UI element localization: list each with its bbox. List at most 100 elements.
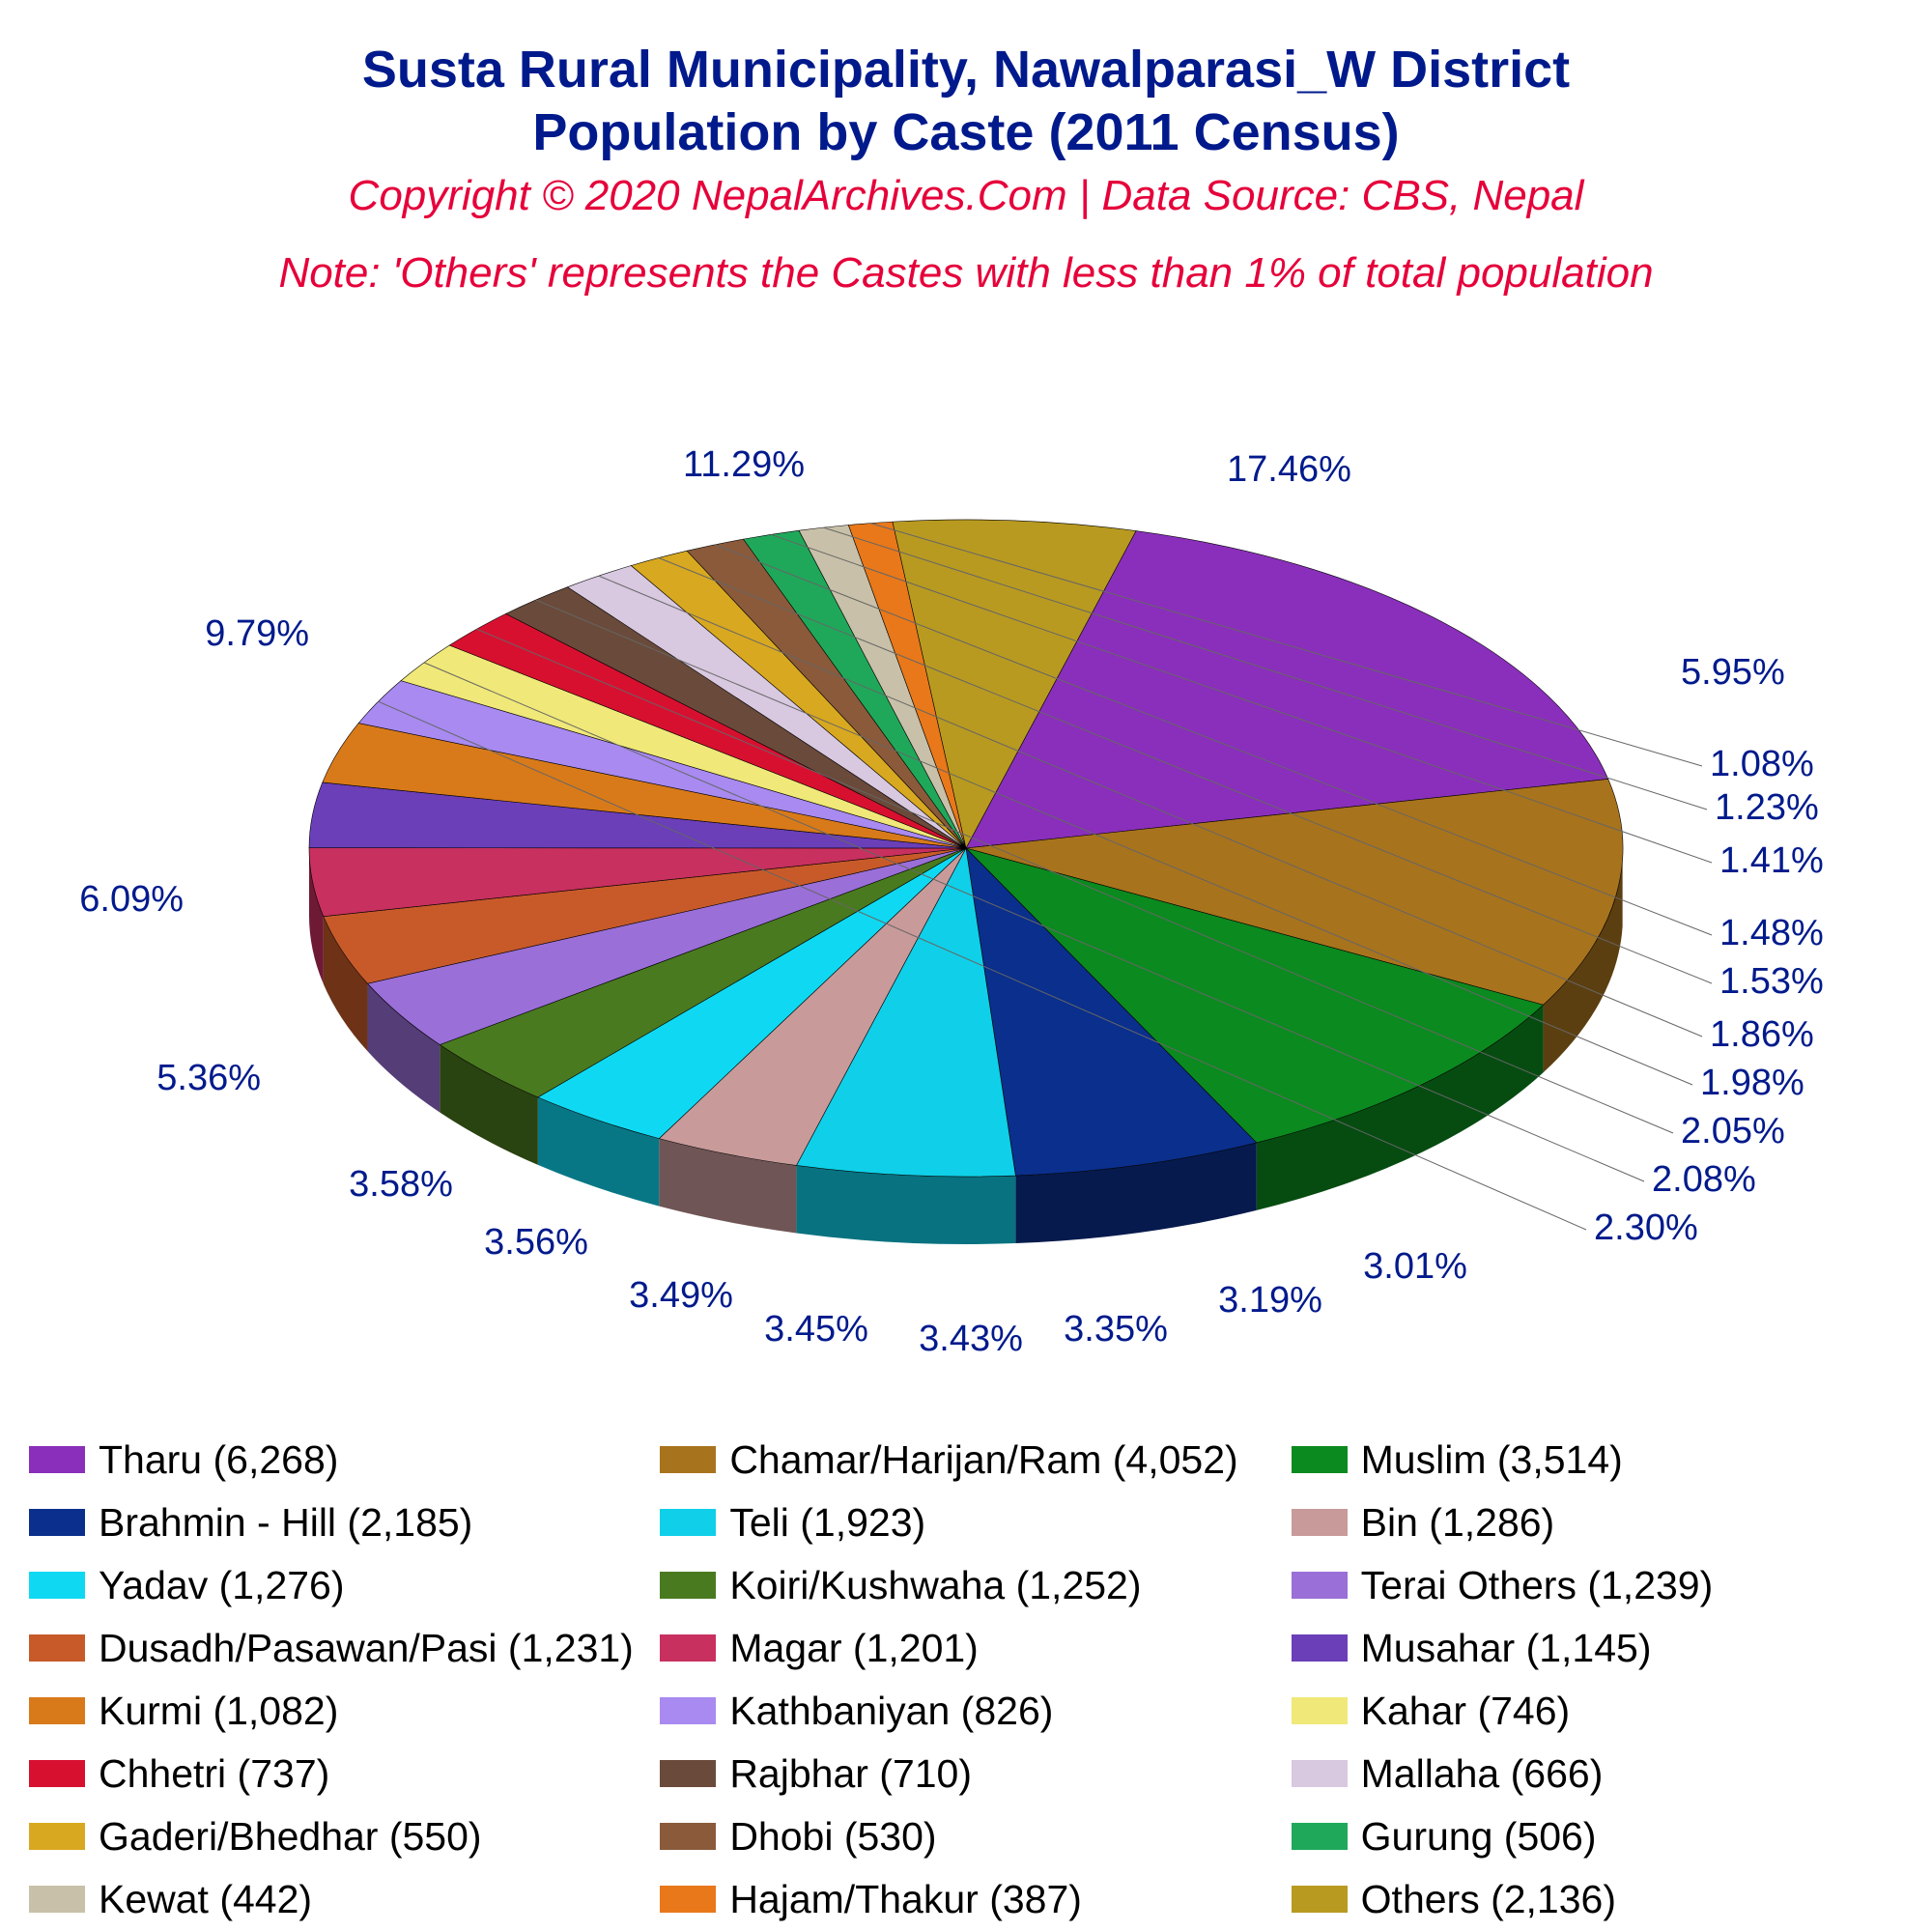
pie-slice-label: 2.08% [1652, 1159, 1756, 1200]
legend-swatch [660, 1509, 716, 1536]
legend-label: Koiri/Kushwaha (1,252) [729, 1563, 1141, 1608]
chart-title: Susta Rural Municipality, Nawalparasi_W … [0, 39, 1932, 164]
legend-item: Rajbhar (710) [660, 1751, 1271, 1797]
legend-swatch [29, 1572, 85, 1599]
legend-item: Koiri/Kushwaha (1,252) [660, 1563, 1271, 1608]
legend-label: Terai Others (1,239) [1361, 1563, 1714, 1608]
legend-label: Musahar (1,145) [1361, 1626, 1652, 1671]
pie-slice-label: 3.35% [1064, 1309, 1168, 1350]
legend-swatch [660, 1446, 716, 1473]
pie-slice-label: 1.53% [1719, 961, 1824, 1002]
legend-item: Chamar/Harijan/Ram (4,052) [660, 1437, 1271, 1483]
legend-swatch [1292, 1634, 1348, 1662]
legend-swatch [1292, 1760, 1348, 1787]
legend-item: Chhetri (737) [29, 1751, 640, 1797]
pie-slice-label: 2.05% [1681, 1111, 1785, 1151]
legend-swatch [660, 1760, 716, 1787]
legend-label: Gaderi/Bhedhar (550) [99, 1814, 482, 1860]
legend-item: Dhobi (530) [660, 1814, 1271, 1860]
chart-note: Note: 'Others' represents the Castes wit… [0, 249, 1932, 298]
legend-swatch [660, 1823, 716, 1850]
legend-swatch [29, 1509, 85, 1536]
legend-item: Mallaha (666) [1292, 1751, 1903, 1797]
legend-item: Tharu (6,268) [29, 1437, 640, 1483]
legend-swatch [29, 1886, 85, 1913]
pie-slice-label: 3.45% [764, 1309, 868, 1350]
legend-label: Yadav (1,276) [99, 1563, 345, 1608]
legend-label: Gurung (506) [1361, 1814, 1597, 1860]
pie-slice-label: 3.58% [349, 1164, 453, 1205]
legend-label: Muslim (3,514) [1361, 1437, 1623, 1483]
legend-label: Magar (1,201) [729, 1626, 979, 1671]
pie-slice-label: 3.49% [629, 1275, 733, 1316]
pie-slice-label: 11.29% [683, 444, 805, 485]
legend-label: Kahar (746) [1361, 1689, 1571, 1734]
legend-swatch [660, 1572, 716, 1599]
legend-item: Gaderi/Bhedhar (550) [29, 1814, 640, 1860]
legend-item: Gurung (506) [1292, 1814, 1903, 1860]
legend-item: Hajam/Thakur (387) [660, 1877, 1271, 1922]
legend-swatch [660, 1886, 716, 1913]
pie-slice-label: 1.48% [1719, 913, 1824, 953]
legend-item: Yadav (1,276) [29, 1563, 640, 1608]
pie-chart: 17.46% 11.29% 9.79% 6.09% 5.36% 3.58% 3.56% 3.4… [0, 375, 1932, 1389]
pie-slice-label: 3.19% [1218, 1280, 1322, 1321]
pie-slice-side [796, 1165, 1015, 1244]
legend-swatch [1292, 1572, 1348, 1599]
legend-label: Tharu (6,268) [99, 1437, 338, 1483]
pie-slice-label: 1.86% [1710, 1014, 1814, 1055]
legend-swatch [660, 1697, 716, 1724]
pie-slice-label: 1.98% [1700, 1063, 1804, 1103]
title-line-1: Susta Rural Municipality, Nawalparasi_W … [362, 41, 1570, 99]
legend-label: Teli (1,923) [729, 1500, 925, 1546]
legend-swatch [1292, 1509, 1348, 1536]
chart-subtitle: Copyright © 2020 NepalArchives.Com | Dat… [0, 172, 1932, 220]
title-line-2: Population by Caste (2011 Census) [532, 103, 1399, 161]
legend-item: Kewat (442) [29, 1877, 640, 1922]
pie-slice-label: 3.01% [1363, 1246, 1467, 1287]
pie-slice-label: 1.08% [1710, 744, 1814, 784]
legend-swatch [1292, 1886, 1348, 1913]
legend-label: Hajam/Thakur (387) [729, 1877, 1082, 1922]
legend-label: Bin (1,286) [1361, 1500, 1555, 1546]
pie-slice-label: 6.09% [79, 879, 184, 920]
pie-slice-label: 1.23% [1715, 787, 1819, 828]
pie-slice-label: 1.41% [1719, 840, 1824, 881]
pie-slice-label: 5.36% [156, 1058, 261, 1098]
legend-label: Kathbaniyan (826) [729, 1689, 1053, 1734]
pie-slice-label: 9.79% [205, 613, 309, 654]
legend-item: Others (2,136) [1292, 1877, 1903, 1922]
legend-swatch [29, 1823, 85, 1850]
legend-swatch [1292, 1823, 1348, 1850]
legend-label: Mallaha (666) [1361, 1751, 1604, 1797]
legend-item: Magar (1,201) [660, 1626, 1271, 1671]
pie-slice-label: 17.46% [1227, 449, 1351, 490]
legend-item: Kahar (746) [1292, 1689, 1903, 1734]
legend-item: Kathbaniyan (826) [660, 1689, 1271, 1734]
legend-swatch [1292, 1446, 1348, 1473]
legend-swatch [660, 1634, 716, 1662]
pie-slice-label: 5.95% [1681, 652, 1785, 693]
legend-label: Rajbhar (710) [729, 1751, 972, 1797]
legend-swatch [29, 1446, 85, 1473]
chart-legend: Tharu (6,268) Chamar/Harijan/Ram (4,052) M… [0, 1437, 1932, 1922]
legend-label: Kewat (442) [99, 1877, 312, 1922]
legend-label: Kurmi (1,082) [99, 1689, 338, 1734]
legend-swatch [1292, 1697, 1348, 1724]
legend-item: Terai Others (1,239) [1292, 1563, 1903, 1608]
legend-swatch [29, 1760, 85, 1787]
pie-slice-label: 3.43% [919, 1319, 1023, 1359]
pie-slice-label: 3.56% [484, 1222, 588, 1263]
legend-label: Chamar/Harijan/Ram (4,052) [729, 1437, 1237, 1483]
legend-item: Muslim (3,514) [1292, 1437, 1903, 1483]
legend-swatch [29, 1697, 85, 1724]
pie-slice-label: 2.30% [1594, 1208, 1698, 1248]
legend-item: Brahmin - Hill (2,185) [29, 1500, 640, 1546]
legend-item: Musahar (1,145) [1292, 1626, 1903, 1671]
legend-item: Teli (1,923) [660, 1500, 1271, 1546]
legend-item: Dusadh/Pasawan/Pasi (1,231) [29, 1626, 640, 1671]
legend-label: Dhobi (530) [729, 1814, 936, 1860]
legend-label: Chhetri (737) [99, 1751, 329, 1797]
legend-item: Kurmi (1,082) [29, 1689, 640, 1734]
legend-item: Bin (1,286) [1292, 1500, 1903, 1546]
